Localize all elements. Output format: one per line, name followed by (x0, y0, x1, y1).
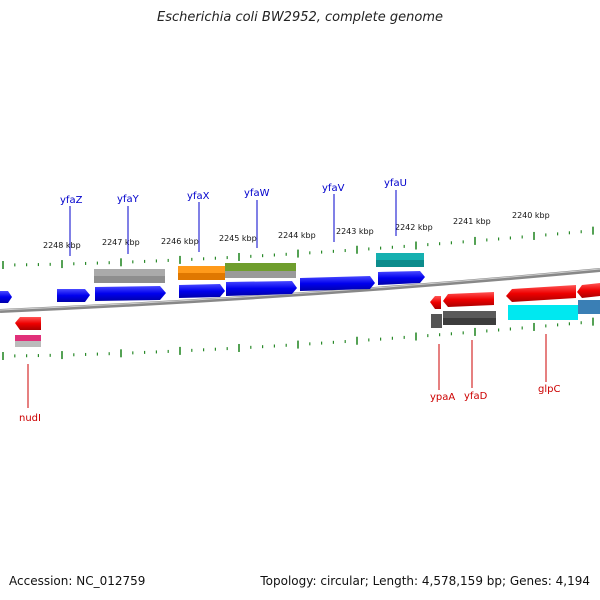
kbp-scale-labels: 2248 kbp 2247 kbp 2246 kbp 2245 kbp 2244… (43, 211, 550, 250)
gene-label: yfaV (322, 183, 345, 194)
gene-arrow (577, 283, 600, 298)
gene-arrow (506, 285, 576, 302)
figure-title: Escherichia coli BW2952, complete genome (157, 10, 443, 25)
feature-bar-shade (376, 260, 424, 267)
feature-bar-cyan (508, 305, 578, 320)
feature-bar-pink (15, 335, 41, 341)
gene-arrow (430, 296, 441, 309)
feature-bar-grey (15, 341, 41, 347)
genome-backbone (0, 268, 600, 313)
feature-bar-grey (225, 271, 296, 278)
gene-arrow (15, 317, 41, 330)
accession-text: Accession: NC_012759 (9, 574, 146, 588)
feature-bar-steelblue (578, 300, 600, 314)
feature-bar-darkgrey (431, 314, 442, 328)
kbp-label: 2247 kbp (102, 238, 140, 247)
gene-label: yfaW (244, 188, 270, 199)
feature-bar-shade (94, 276, 165, 283)
gene-label: yfaD (464, 391, 488, 402)
kbp-label: 2244 kbp (278, 231, 316, 240)
genome-backbone-highlight (0, 268, 600, 311)
gene-arrow (0, 291, 12, 303)
gene-label: yfaZ (60, 195, 83, 206)
lower-gene-labels: nudI ypaA yfaD glpC (19, 384, 560, 424)
gene-label: glpC (538, 384, 560, 395)
gene-label: ypaA (430, 392, 455, 403)
lower-label-leaders (27, 334, 547, 408)
upper-gene-labels: yfaZ yfaY yfaX yfaW yfaV yfaU (60, 178, 407, 206)
kbp-label: 2243 kbp (336, 227, 374, 236)
upper-annotation-bars (94, 253, 424, 283)
upper-label-leaders (69, 190, 397, 256)
kbp-label: 2245 kbp (219, 234, 257, 243)
kbp-label: 2241 kbp (453, 217, 491, 226)
gene-arrow (179, 284, 225, 298)
gene-arrow (57, 289, 90, 302)
feature-bar-olive (225, 263, 296, 271)
gene-arrow (378, 271, 425, 285)
kbp-tick-row-upper (2, 226, 594, 269)
kbp-label: 2242 kbp (395, 223, 433, 232)
kbp-label: 2240 kbp (512, 211, 550, 220)
feature-bar-shade (178, 273, 225, 280)
kbp-tick-row-lower (2, 317, 594, 360)
kbp-label: 2246 kbp (161, 237, 199, 246)
gene-label: nudI (19, 413, 41, 424)
gene-arrow (300, 276, 375, 291)
gene-label: yfaY (117, 194, 140, 205)
gene-arrow (443, 292, 494, 307)
gene-label: yfaU (384, 178, 407, 189)
feature-bar-shade (443, 318, 496, 325)
gene-label: yfaX (187, 191, 210, 202)
upper-strand-genes (0, 271, 425, 303)
gene-arrow (95, 286, 166, 301)
gene-arrow (226, 281, 297, 296)
kbp-label: 2248 kbp (43, 241, 81, 250)
genome-summary-text: Topology: circular; Length: 4,578,159 bp… (260, 574, 590, 588)
lower-strand-genes (15, 283, 600, 347)
